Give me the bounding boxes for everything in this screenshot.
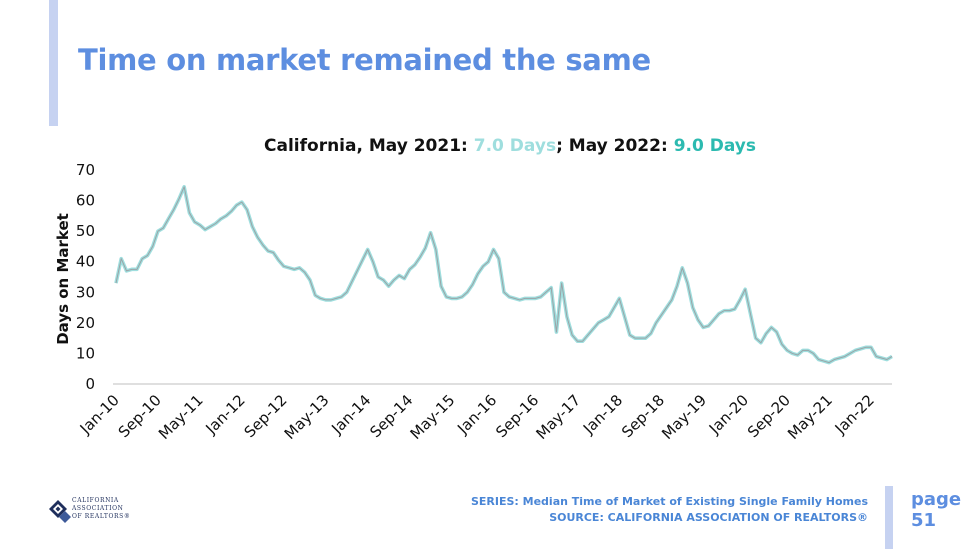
footer-source-text: SOURCE: CALIFORNIA ASSOCIATION OF REALTO… <box>549 511 868 524</box>
x-axis: Jan-10Sep-10May-11Jan-12Sep-12May-13Jan-… <box>76 383 892 443</box>
x-tick-label-18: Jan-22 <box>831 391 878 438</box>
x-tick-label-3: Jan-12 <box>202 391 249 438</box>
y-axis: 0 10 20 30 40 50 60 70 <box>76 161 95 393</box>
y-tick-label-2: 20 <box>76 314 95 332</box>
y-tick-label-4: 40 <box>76 253 95 271</box>
x-tick-label-11: May-17 <box>532 391 584 443</box>
y-axis-label: Days on Market <box>54 213 72 345</box>
y-tick-label-6: 60 <box>76 192 95 210</box>
x-tick-label-15: Jan-20 <box>705 391 752 438</box>
x-tick-label-8: May-15 <box>407 391 459 443</box>
page-label-text: page <box>911 489 962 510</box>
x-tick-label-5: May-13 <box>281 391 333 443</box>
chart-title-value-2022: 9.0 Days <box>673 136 756 156</box>
chart-title-prefix: California, May 2021: <box>264 136 474 156</box>
y-tick-label-7: 70 <box>76 161 95 179</box>
slide-title: Time on market remained the same <box>78 43 651 77</box>
series-group <box>114 185 893 365</box>
y-tick-label-3: 30 <box>76 283 95 301</box>
footer-accent-bar <box>885 486 893 549</box>
x-tick-label-2: May-11 <box>155 391 207 443</box>
page-number: page 51 <box>911 489 961 531</box>
page-number-text: 51 <box>911 510 937 531</box>
logo-line-1: CALIFORNIA <box>72 497 119 504</box>
title-accent-bar <box>49 0 58 126</box>
chart-title-value-2021: 7.0 Days <box>473 136 557 156</box>
logo-line-2: ASSOCIATION <box>72 505 124 512</box>
x-tick-label-0: Jan-10 <box>76 391 123 438</box>
car-logo-icon <box>49 500 71 523</box>
chart-title-separator: ; May 2022: <box>556 136 674 156</box>
series-line-inner <box>115 186 893 364</box>
x-tick-label-17: May-21 <box>784 391 836 443</box>
x-tick-label-14: May-19 <box>658 391 710 443</box>
footer-source: SERIES: Median Time of Market of Existin… <box>471 494 868 526</box>
y-tick-label-0: 0 <box>85 375 95 393</box>
x-tick-label-6: Jan-14 <box>327 391 374 438</box>
footer-series-text: SERIES: Median Time of Market of Existin… <box>470 495 868 508</box>
series-line-outer <box>114 185 893 365</box>
x-tick-label-12: Jan-18 <box>579 391 626 438</box>
x-tick-label-9: Jan-16 <box>453 391 500 438</box>
logo-line-3: OF REALTORS® <box>72 513 131 520</box>
y-tick-label-1: 10 <box>76 344 95 362</box>
y-tick-label-5: 50 <box>76 222 95 240</box>
chart-title: California, May 2021: 7.0 Days; May 2022… <box>0 136 980 156</box>
logo-text: CALIFORNIA ASSOCIATION OF REALTORS® <box>72 497 130 521</box>
